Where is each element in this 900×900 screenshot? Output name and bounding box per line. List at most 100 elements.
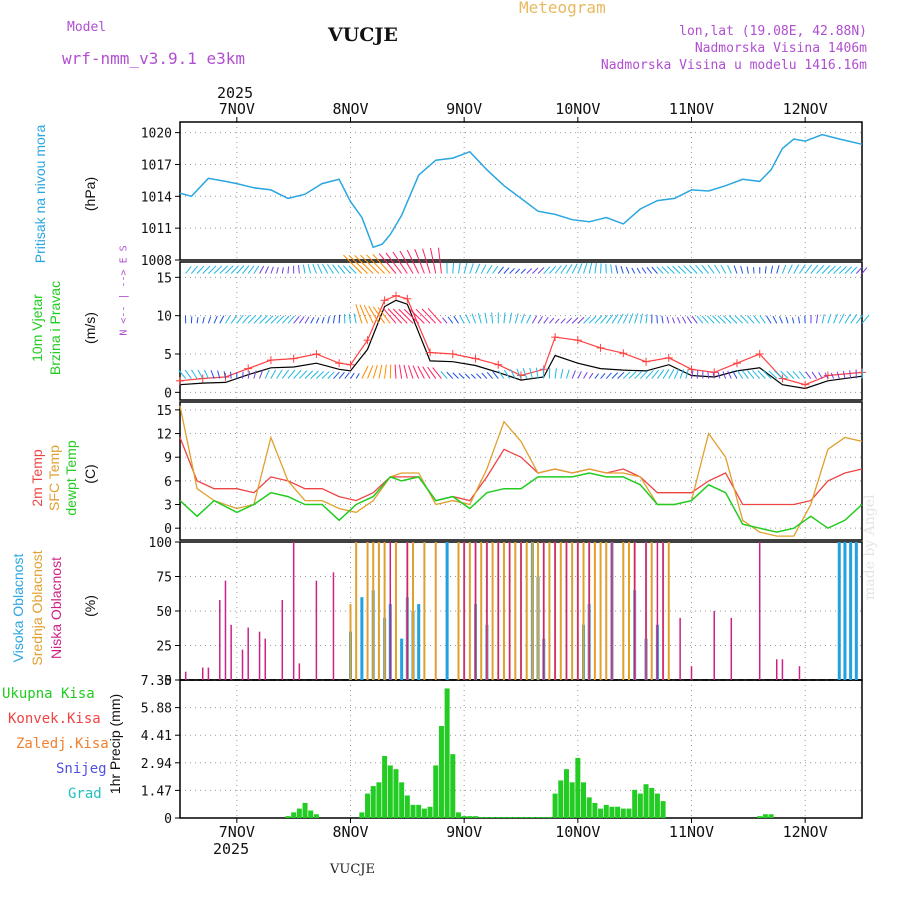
precip-bar [455, 812, 461, 818]
cloud-bar-mid [468, 542, 471, 680]
wind-vector [861, 368, 864, 379]
wind-vector [679, 369, 684, 379]
precip-bar [637, 793, 643, 818]
precip-bar [598, 808, 604, 818]
y-tick-label: 1011 [141, 222, 172, 237]
wind-vector [833, 313, 838, 324]
cloud-bar-low [298, 663, 301, 680]
wind-vector [236, 315, 244, 324]
cloud-bar-low [577, 542, 579, 680]
wind-vector [304, 316, 310, 324]
wind-vector [442, 317, 448, 324]
wind-vector [615, 265, 619, 274]
cloud-bar-mid [514, 542, 517, 680]
wind-vector [360, 254, 380, 274]
day-label-bottom: 11NOV [669, 823, 714, 841]
cloud-bar-low [781, 659, 784, 680]
wind-vector [577, 263, 583, 274]
wind-vector [583, 262, 588, 274]
wind-vector [470, 373, 476, 379]
wind-vector [686, 316, 692, 324]
wind-vector [399, 364, 403, 379]
precip-bar [541, 817, 547, 818]
year-top: 2025 [217, 84, 254, 102]
y-tick-label: 3 [164, 499, 172, 514]
footer-station: VUCJE [330, 862, 375, 877]
wind-vector [554, 265, 562, 274]
wind-vector [701, 315, 709, 324]
wind-vector [415, 308, 431, 324]
wind-vector [481, 372, 488, 379]
wind-vector [338, 371, 345, 379]
precip-bar [524, 817, 530, 818]
wind-vector [408, 365, 414, 379]
wind-vector [727, 370, 732, 379]
wind-vector [437, 247, 442, 274]
cloud-bar-mid [537, 542, 540, 680]
wind-vector [321, 371, 330, 379]
wind-vector [354, 255, 374, 274]
precip-bar [484, 817, 490, 818]
cloud-bar-low [554, 542, 556, 680]
wind-vector [634, 370, 643, 379]
wind-vector [605, 372, 612, 379]
wind-vector [695, 264, 704, 274]
y-tick-label: 15 [156, 271, 172, 286]
wind-vector [236, 265, 245, 274]
day-label-top: 7NOV [219, 100, 255, 118]
cloud-bar-high [400, 638, 404, 680]
wind-vector [566, 317, 573, 324]
y-tick-label: 1017 [141, 158, 172, 173]
wind-vector [804, 264, 813, 274]
wind-vector [404, 309, 420, 324]
cloud-bar-mid [355, 542, 358, 680]
wind-vector [728, 315, 738, 324]
wind-vector [746, 315, 755, 324]
wind-vector [503, 312, 506, 324]
wind-vector [723, 315, 732, 324]
cloud-bar-low [520, 542, 522, 680]
wind-vector [554, 368, 557, 379]
cloud-bar-mid [349, 604, 352, 680]
wind-vector [821, 265, 831, 274]
wind-vector [480, 264, 487, 274]
panel-frame-wind [179, 261, 863, 401]
cloud-bar-low [389, 542, 392, 680]
wind-vector [440, 371, 448, 379]
cloud-bar-low [332, 572, 335, 680]
cloud-bar-mid [593, 542, 596, 680]
wind-vector [617, 313, 624, 324]
wind-vector [707, 371, 710, 379]
wind-gust-line [179, 295, 863, 386]
y-tick-label: 2.94 [141, 757, 172, 772]
cloud-bar-mid [531, 542, 534, 680]
cloud-bar-low [258, 631, 261, 680]
station-title: VUCJE [328, 24, 398, 46]
precip-bar [512, 817, 518, 818]
precip-bar [558, 780, 564, 818]
wind-vector [333, 371, 340, 379]
wind-vector [225, 315, 231, 324]
precip-bar [529, 817, 535, 818]
cloud-bar-mid [377, 542, 380, 680]
wind-vector [492, 265, 499, 274]
model-label: Model [67, 20, 107, 35]
wind-vector [717, 315, 726, 324]
precip-bar [302, 802, 308, 818]
wind-vector [316, 370, 325, 379]
wind-vector [270, 369, 277, 379]
cloud-bar-mid [366, 542, 369, 680]
cloud-bar-low [565, 542, 568, 680]
y-tick-label: 0 [164, 386, 172, 401]
cloud-bar-mid [650, 542, 653, 680]
wind-vector [355, 373, 360, 379]
wind-vector [588, 262, 593, 274]
wind-vector [463, 262, 468, 274]
wind-vector [611, 313, 619, 324]
wind-vector [342, 265, 351, 274]
wind-vector [253, 265, 260, 274]
y-tick-label: 15 [156, 404, 172, 419]
wind-vector [720, 264, 727, 274]
wind-vector [656, 369, 665, 379]
wind-vector [476, 373, 482, 379]
